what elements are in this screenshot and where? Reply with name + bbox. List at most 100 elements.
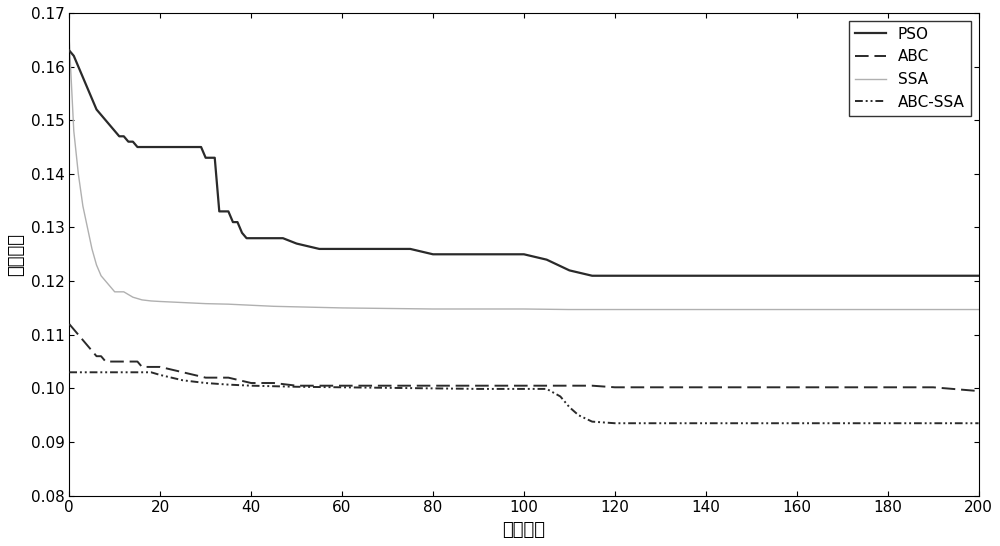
SSA bbox=[518, 306, 530, 312]
ABC bbox=[131, 358, 143, 365]
ABC bbox=[118, 358, 130, 365]
ABC bbox=[291, 382, 303, 389]
ABC bbox=[245, 379, 257, 386]
ABC bbox=[81, 342, 93, 349]
ABC-SSA bbox=[91, 369, 103, 376]
PSO bbox=[973, 272, 985, 279]
ABC bbox=[95, 353, 107, 359]
ABC-SSA bbox=[104, 369, 116, 376]
Y-axis label: 适应度値: 适应度値 bbox=[7, 233, 25, 276]
ABC-SSA bbox=[609, 420, 621, 426]
ABC bbox=[177, 369, 189, 376]
X-axis label: 进化代数: 进化代数 bbox=[502, 521, 545, 539]
ABC bbox=[791, 384, 803, 390]
ABC-SSA bbox=[973, 420, 985, 426]
SSA bbox=[222, 301, 234, 307]
ABC-SSA bbox=[154, 372, 166, 378]
SSA bbox=[336, 305, 348, 311]
Line: PSO: PSO bbox=[69, 50, 979, 276]
PSO bbox=[72, 63, 84, 70]
SSA bbox=[81, 224, 93, 231]
ABC bbox=[145, 364, 157, 370]
ABC-SSA bbox=[131, 369, 143, 376]
SSA bbox=[927, 306, 939, 313]
Line: ABC-SSA: ABC-SSA bbox=[69, 372, 979, 423]
ABC-SSA bbox=[554, 393, 566, 400]
SSA bbox=[100, 278, 112, 284]
PSO bbox=[586, 272, 598, 279]
SSA bbox=[836, 306, 848, 313]
PSO bbox=[63, 47, 75, 54]
ABC bbox=[113, 358, 125, 365]
ABC bbox=[122, 358, 134, 365]
ABC bbox=[745, 384, 757, 390]
SSA bbox=[86, 246, 98, 252]
ABC-SSA bbox=[586, 418, 598, 425]
ABC-SSA bbox=[118, 369, 130, 376]
ABC bbox=[200, 375, 212, 381]
ABC bbox=[68, 326, 80, 333]
SSA bbox=[118, 288, 130, 295]
SSA bbox=[104, 283, 116, 290]
ABC bbox=[127, 358, 139, 365]
SSA bbox=[136, 296, 148, 303]
PSO bbox=[836, 272, 848, 279]
ABC-SSA bbox=[200, 379, 212, 386]
ABC bbox=[973, 388, 985, 394]
PSO bbox=[404, 246, 416, 252]
SSA bbox=[654, 306, 666, 313]
ABC-SSA bbox=[336, 384, 348, 390]
ABC bbox=[359, 382, 371, 389]
SSA bbox=[700, 306, 712, 313]
SSA bbox=[791, 306, 803, 313]
ABC bbox=[700, 384, 712, 390]
ABC-SSA bbox=[541, 385, 553, 392]
SSA bbox=[472, 306, 484, 312]
Line: ABC: ABC bbox=[69, 324, 979, 391]
ABC-SSA bbox=[63, 369, 75, 376]
ABC-SSA bbox=[572, 412, 584, 418]
SSA bbox=[127, 294, 139, 300]
ABC bbox=[609, 384, 621, 390]
ABC bbox=[72, 331, 84, 338]
ABC-SSA bbox=[81, 369, 93, 376]
ABC-SSA bbox=[100, 369, 112, 376]
ABC bbox=[63, 321, 75, 327]
ABC-SSA bbox=[791, 420, 803, 426]
SSA bbox=[72, 170, 84, 177]
SSA bbox=[77, 203, 89, 209]
ABC bbox=[136, 364, 148, 370]
ABC bbox=[313, 382, 325, 389]
PSO bbox=[154, 144, 166, 150]
SSA bbox=[745, 306, 757, 313]
SSA bbox=[95, 272, 107, 279]
ABC-SSA bbox=[700, 420, 712, 426]
SSA bbox=[109, 288, 121, 295]
ABC bbox=[472, 382, 484, 389]
SSA bbox=[563, 306, 575, 313]
SSA bbox=[177, 299, 189, 306]
ABC-SSA bbox=[882, 420, 894, 426]
ABC-SSA bbox=[382, 384, 394, 391]
ABC bbox=[104, 358, 116, 365]
SSA bbox=[91, 262, 103, 268]
ABC bbox=[836, 384, 848, 390]
ABC-SSA bbox=[72, 369, 84, 376]
ABC bbox=[882, 384, 894, 390]
ABC bbox=[150, 364, 162, 370]
SSA bbox=[200, 300, 212, 307]
SSA bbox=[245, 302, 257, 308]
ABC-SSA bbox=[222, 381, 234, 388]
ABC-SSA bbox=[836, 420, 848, 426]
ABC bbox=[541, 382, 553, 389]
ABC bbox=[91, 353, 103, 359]
ABC bbox=[100, 358, 112, 365]
ABC-SSA bbox=[518, 385, 530, 392]
ABC bbox=[154, 364, 166, 370]
PSO bbox=[218, 208, 230, 215]
ABC bbox=[927, 384, 939, 390]
ABC bbox=[336, 382, 348, 389]
SSA bbox=[382, 305, 394, 312]
ABC bbox=[268, 379, 280, 386]
ABC-SSA bbox=[77, 369, 89, 376]
